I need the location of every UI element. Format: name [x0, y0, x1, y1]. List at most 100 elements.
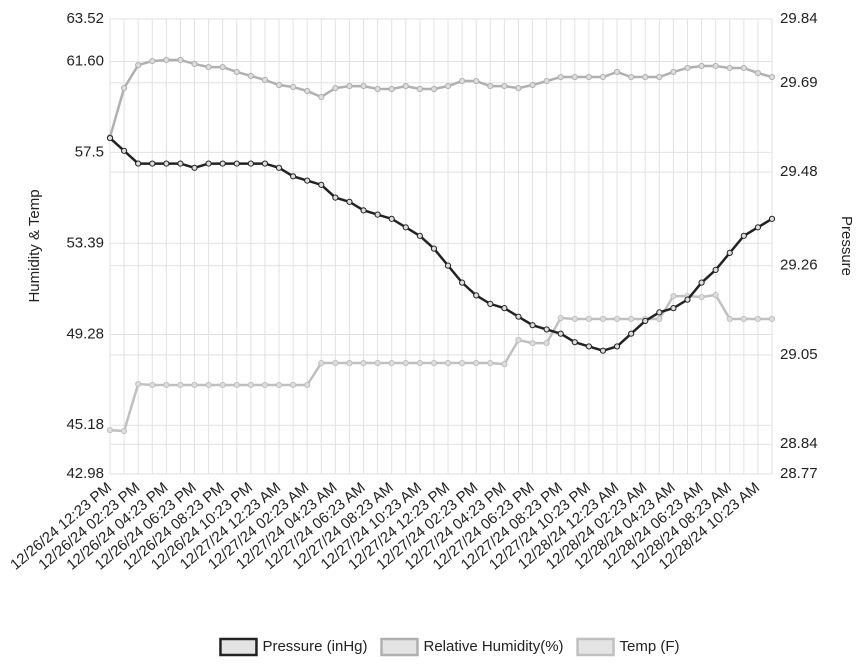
point — [444, 83, 452, 90]
legend-label: Pressure (inHg) — [262, 638, 367, 655]
point — [275, 81, 283, 89]
point — [402, 359, 409, 367]
point — [430, 245, 438, 252]
point — [149, 57, 156, 65]
point — [613, 68, 621, 76]
point — [444, 359, 452, 367]
point — [740, 315, 747, 323]
point — [106, 134, 114, 142]
point — [684, 64, 691, 72]
point — [120, 427, 128, 435]
point — [191, 381, 198, 389]
y2-tick-label: 29.05 — [780, 346, 818, 363]
point — [473, 77, 480, 85]
point — [487, 359, 494, 367]
point — [388, 359, 395, 367]
point — [487, 300, 494, 308]
point — [261, 76, 269, 84]
point — [219, 381, 226, 389]
point — [613, 343, 621, 350]
point — [332, 359, 339, 367]
point — [346, 83, 353, 90]
point — [768, 73, 776, 81]
point — [585, 315, 592, 323]
point — [585, 73, 592, 81]
point — [304, 177, 311, 184]
point — [346, 198, 353, 205]
y2-tick-label: 29.84 — [780, 10, 818, 27]
point — [135, 61, 142, 69]
legend-swatch — [219, 637, 258, 657]
y-tick-label: 63.52 — [66, 10, 104, 27]
point — [557, 330, 564, 337]
y-tick-label: 49.28 — [66, 325, 104, 342]
point — [473, 359, 480, 367]
point — [670, 293, 677, 300]
point — [247, 160, 254, 167]
series-line — [109, 293, 772, 433]
point — [402, 224, 409, 231]
point — [585, 343, 592, 350]
point — [205, 63, 212, 71]
point — [135, 160, 142, 167]
point — [163, 56, 170, 64]
y2-tick-label: 28.84 — [780, 435, 818, 452]
point — [698, 62, 705, 70]
y-axis-title: Humidity & Temp — [26, 189, 43, 302]
point — [191, 164, 198, 171]
point — [120, 147, 128, 154]
point — [388, 85, 395, 93]
point — [459, 279, 466, 286]
point — [416, 359, 423, 367]
point — [599, 315, 607, 323]
point — [670, 68, 677, 76]
point — [515, 85, 522, 92]
y-tick-label: 45.18 — [66, 416, 104, 433]
y2-axis-title: Pressure — [838, 216, 855, 276]
point — [613, 315, 621, 323]
point — [628, 315, 635, 323]
point — [247, 72, 254, 80]
point — [430, 85, 438, 93]
point — [515, 313, 522, 320]
point — [120, 85, 128, 92]
point — [656, 309, 663, 316]
point — [402, 83, 409, 90]
point — [388, 215, 395, 222]
point — [571, 339, 578, 346]
point — [501, 83, 508, 90]
point — [416, 85, 423, 93]
point — [261, 160, 269, 167]
series-line — [109, 137, 773, 352]
point — [205, 381, 212, 389]
point — [374, 85, 381, 93]
point — [740, 64, 747, 72]
point — [726, 64, 733, 72]
point — [501, 361, 508, 368]
point — [754, 224, 762, 231]
point — [543, 77, 550, 85]
point — [233, 160, 240, 167]
point — [599, 347, 607, 354]
point — [219, 160, 226, 167]
point — [177, 56, 184, 64]
point — [205, 160, 212, 167]
legend-swatch — [576, 637, 615, 657]
point — [318, 93, 325, 101]
point — [304, 87, 311, 95]
point — [473, 292, 480, 299]
point — [430, 359, 438, 367]
point — [163, 160, 170, 167]
point — [149, 381, 156, 389]
point — [177, 160, 184, 167]
point — [571, 315, 578, 323]
legend-label: Relative Humidity(%) — [423, 638, 563, 655]
point — [233, 381, 240, 389]
point — [698, 279, 705, 286]
point — [416, 232, 423, 239]
point — [656, 73, 663, 81]
point — [515, 336, 522, 344]
point — [670, 305, 677, 312]
point — [191, 60, 198, 68]
